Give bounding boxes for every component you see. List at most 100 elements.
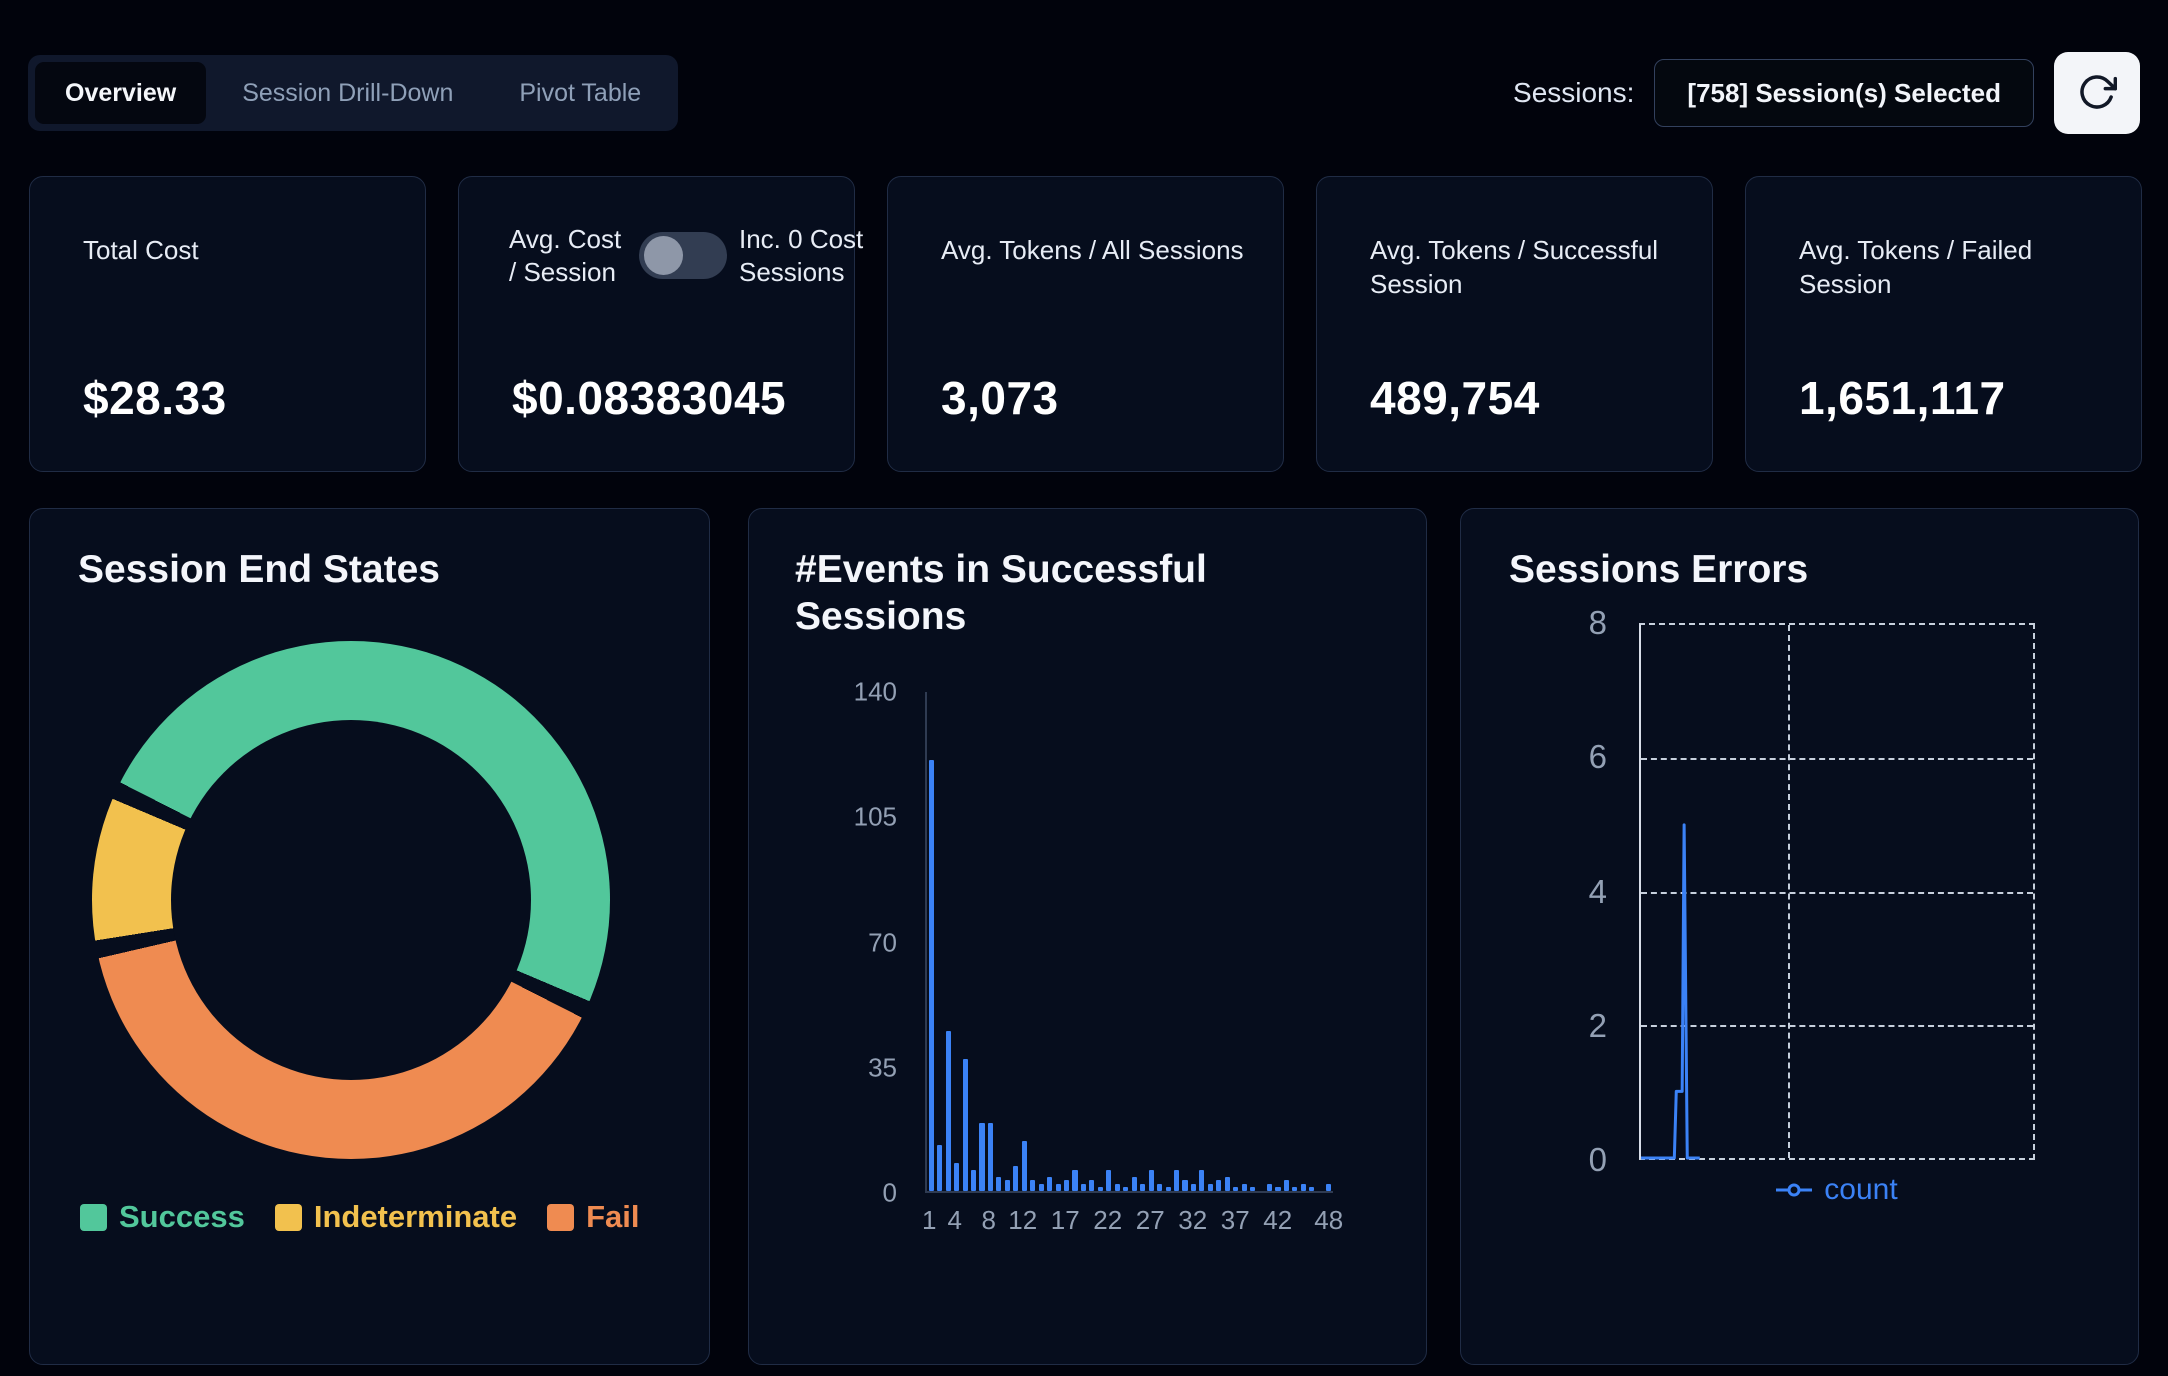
bar xyxy=(954,1162,960,1191)
events-y-labels: 0 35 70 105 140 xyxy=(809,677,911,1208)
bar xyxy=(1089,1180,1095,1191)
events-x-labels: 1 4 8 12 17 22 27 32 37 42 48 xyxy=(922,1205,1343,1239)
legend-swatch xyxy=(274,1203,302,1231)
sessions-selector[interactable]: [758] Session(s) Selected xyxy=(1654,59,2034,127)
bar xyxy=(1173,1169,1180,1191)
panel-title: #Events in Successful Sessions xyxy=(795,548,1207,638)
gridline-horizontal xyxy=(1641,1024,2033,1027)
bar xyxy=(1047,1176,1053,1191)
y-tick-label: 35 xyxy=(868,1052,897,1083)
x-tick-label: 48 xyxy=(1314,1205,1344,1235)
bar xyxy=(1283,1180,1289,1191)
bar xyxy=(1157,1183,1163,1191)
end-states-legend: Success Indeterminate Fail xyxy=(80,1199,640,1235)
refresh-button[interactable] xyxy=(2054,52,2140,134)
bar xyxy=(1013,1166,1019,1191)
bar xyxy=(1267,1183,1273,1191)
bar xyxy=(1300,1183,1306,1191)
bar xyxy=(1080,1183,1086,1191)
bar xyxy=(945,1030,951,1191)
legend-label: Success xyxy=(119,1199,245,1234)
legend-swatch xyxy=(547,1203,575,1231)
errors-line xyxy=(1641,823,1700,1160)
bar xyxy=(1106,1169,1112,1191)
y-tick-label: 0 xyxy=(1588,1141,1607,1178)
x-tick-label: 1 xyxy=(922,1205,937,1235)
zero-cost-toggle[interactable] xyxy=(639,232,727,279)
bar xyxy=(1199,1169,1205,1191)
bar xyxy=(1275,1187,1281,1191)
bar xyxy=(928,759,934,1191)
bar xyxy=(1064,1180,1070,1191)
legend-swatch xyxy=(80,1203,107,1231)
stat-card-total-cost: Total Cost $28.33 xyxy=(29,176,426,472)
bar xyxy=(970,1169,977,1191)
bar xyxy=(1207,1183,1213,1191)
bar xyxy=(1326,1183,1332,1191)
x-tick-label: 4 xyxy=(947,1205,962,1235)
stat-title: Avg. Cost / Session xyxy=(509,224,622,287)
events-bar-plot xyxy=(925,692,1333,1193)
x-tick-label: 42 xyxy=(1263,1205,1293,1235)
stat-title: Avg. Tokens / Successful Session xyxy=(1370,235,1659,299)
bar xyxy=(1021,1141,1027,1191)
stat-value: $0.08383045 xyxy=(512,372,787,424)
bar xyxy=(1250,1187,1256,1191)
stat-value: 489,754 xyxy=(1370,372,1540,424)
top-bar: Overview Session Drill-Down Pivot Table … xyxy=(28,50,2140,136)
bar xyxy=(1004,1180,1010,1191)
y-tick-label: 4 xyxy=(1588,872,1607,910)
panel-session-end-states: Session End States Success Indeterminate F… xyxy=(29,508,710,1365)
stat-value: 3,073 xyxy=(941,372,1059,424)
bar xyxy=(1114,1183,1120,1191)
y-tick-label: 140 xyxy=(853,676,897,707)
count-legend[interactable]: count xyxy=(1639,1173,2035,1207)
bar xyxy=(1072,1169,1078,1191)
panel-events-in-successful-sessions: #Events in Successful Sessions 0 35 70 105 1… xyxy=(748,508,1427,1365)
legend-item-success[interactable]: Success xyxy=(80,1199,245,1235)
y-tick-label: 2 xyxy=(1588,1006,1607,1044)
bar xyxy=(987,1123,993,1191)
bar xyxy=(1216,1180,1222,1191)
bar xyxy=(1148,1169,1154,1191)
legend-item-fail[interactable]: Fail xyxy=(547,1199,640,1235)
panel-sessions-errors: Sessions Errors 0 2 4 6 8 count xyxy=(1460,508,2139,1365)
bar xyxy=(1030,1180,1036,1191)
bar xyxy=(1131,1176,1137,1191)
x-tick-label: 37 xyxy=(1220,1205,1250,1235)
errors-plot xyxy=(1639,623,2035,1160)
legend-item-indeterminate[interactable]: Indeterminate xyxy=(274,1199,518,1235)
refresh-icon xyxy=(2077,72,2118,115)
panel-title: Session End States xyxy=(78,548,440,591)
bar xyxy=(1097,1187,1103,1191)
donut-hole xyxy=(171,720,531,1080)
end-states-donut xyxy=(92,641,610,1159)
bar xyxy=(1233,1187,1239,1191)
sessions-label: Sessions: xyxy=(1513,77,1635,108)
errors-y-labels: 0 2 4 6 8 xyxy=(1521,604,1623,1178)
bar xyxy=(996,1176,1002,1191)
toggle-knob xyxy=(644,236,683,275)
stat-title: Avg. Tokens / All Sessions xyxy=(941,235,1244,265)
tab-overview[interactable]: Overview xyxy=(35,62,207,124)
bar xyxy=(1038,1183,1044,1191)
count-legend-marker-icon xyxy=(1776,1183,1813,1197)
legend-label: Indeterminate xyxy=(313,1199,518,1234)
gridline-horizontal xyxy=(1641,891,2033,894)
toggle-label: Inc. 0 Cost Sessions xyxy=(739,224,864,287)
tab-pivot-table[interactable]: Pivot Table xyxy=(489,62,671,124)
bar xyxy=(979,1123,985,1191)
count-legend-label: count xyxy=(1824,1173,1898,1206)
x-tick-label: 17 xyxy=(1050,1205,1080,1235)
bar xyxy=(1292,1187,1298,1191)
bar xyxy=(1190,1183,1196,1191)
sessions-controls: Sessions: [758] Session(s) Selected xyxy=(1513,52,2140,134)
bar xyxy=(962,1059,968,1191)
x-tick-label: 12 xyxy=(1008,1205,1038,1235)
tab-session-drill-down[interactable]: Session Drill-Down xyxy=(212,62,483,124)
bar xyxy=(1123,1187,1129,1191)
bar xyxy=(1182,1180,1188,1191)
y-tick-label: 0 xyxy=(882,1177,897,1208)
bar xyxy=(1241,1183,1247,1191)
